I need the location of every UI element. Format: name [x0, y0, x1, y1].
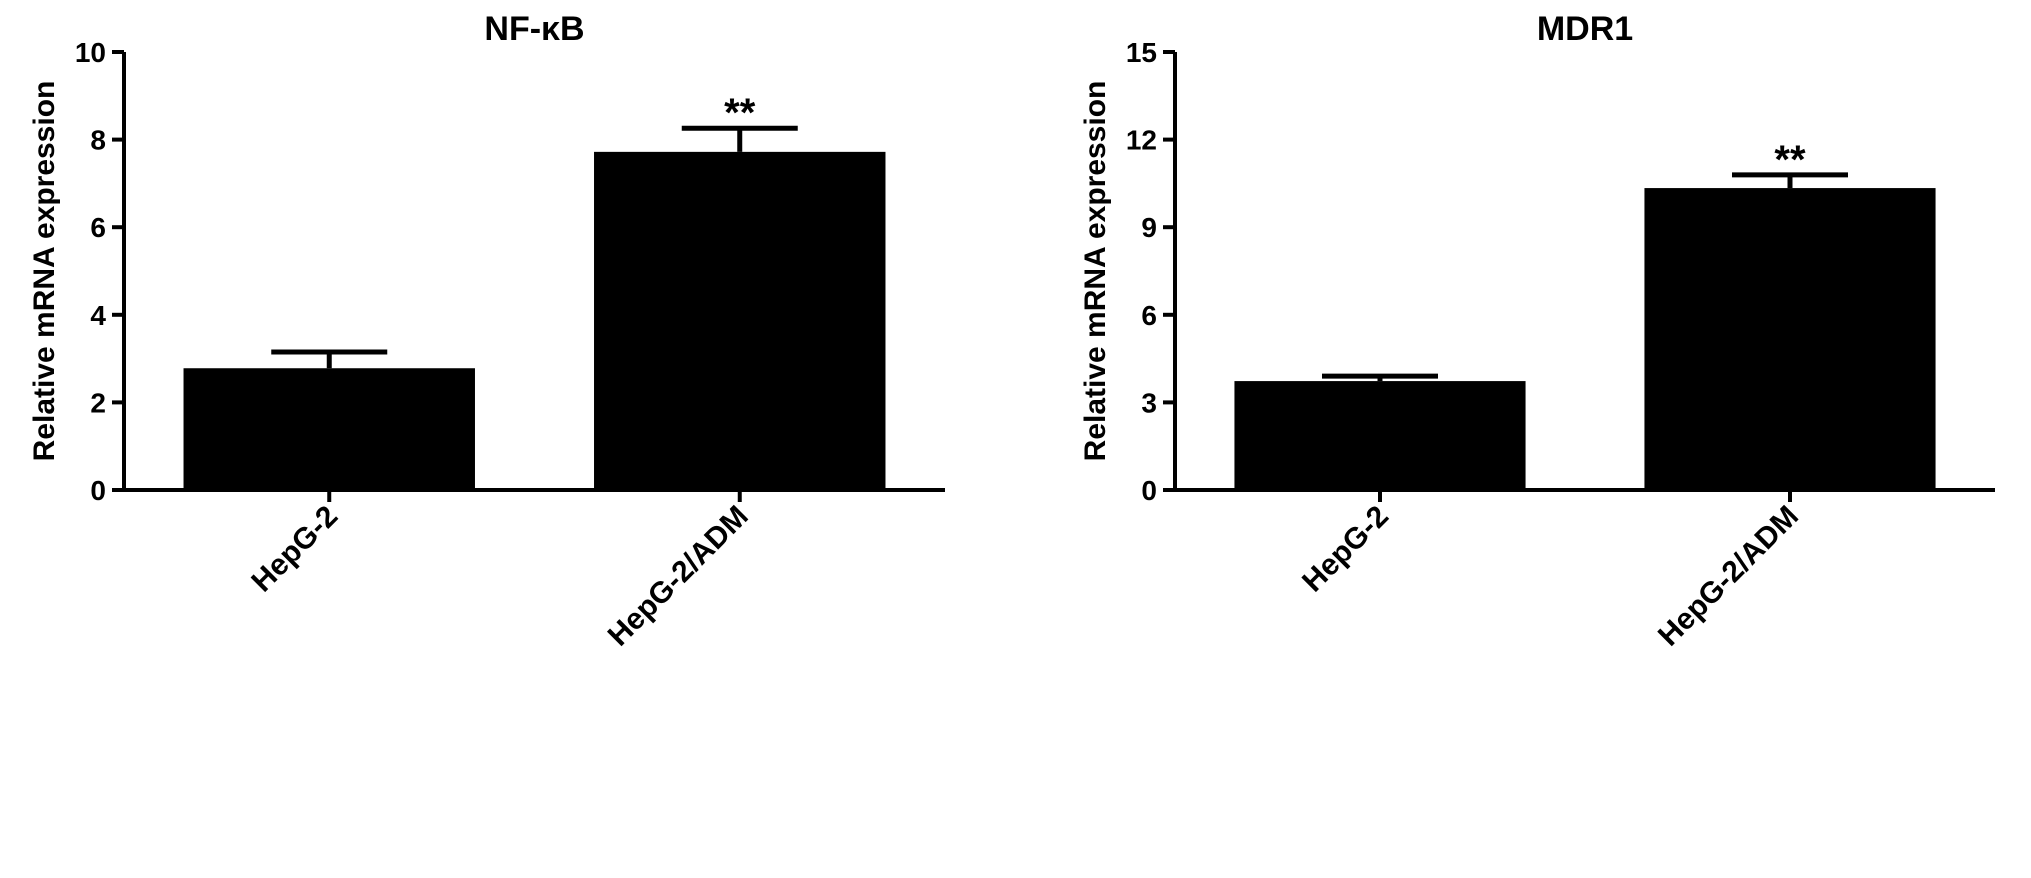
bar: [1644, 188, 1936, 490]
chart: MDR1 Relative mRNA expression 0 3 6 9 12 15 HepG…: [1079, 10, 1995, 653]
y-tick-label: 2: [90, 387, 106, 418]
y-tick-label: 12: [1126, 125, 1157, 156]
y-tick-label: 3: [1141, 387, 1157, 418]
x-tick-label: HepG-2/ADM: [1652, 500, 1805, 653]
chart: NF-κB Relative mRNA expression 0 2 4 6 8 10 HepG…: [28, 10, 945, 653]
y-tick-label: 8: [90, 125, 106, 156]
bar: [594, 151, 886, 490]
y-tick-label: 6: [1141, 300, 1157, 331]
y-tick-label: 0: [1141, 475, 1157, 506]
significance-label: **: [724, 91, 756, 135]
y-tick-label: 6: [90, 212, 106, 243]
x-tick-label: HepG-2/ADM: [602, 500, 755, 653]
y-axis-label: Relative mRNA expression: [28, 81, 61, 462]
y-tick-label: 15: [1126, 37, 1157, 68]
x-tick-label: HepG-2: [1296, 500, 1395, 599]
y-tick-label: 0: [90, 475, 106, 506]
y-tick-label: 9: [1141, 212, 1157, 243]
chart-title: MDR1: [1537, 10, 1633, 48]
x-tick-label: HepG-2: [245, 500, 344, 599]
y-tick-label: 4: [90, 300, 106, 331]
bar: [183, 368, 475, 490]
bar: [1234, 381, 1526, 490]
significance-label: **: [1774, 138, 1806, 182]
chart-title: NF-κB: [484, 10, 584, 48]
y-axis-label: Relative mRNA expression: [1079, 81, 1112, 462]
y-tick-label: 10: [75, 37, 106, 68]
